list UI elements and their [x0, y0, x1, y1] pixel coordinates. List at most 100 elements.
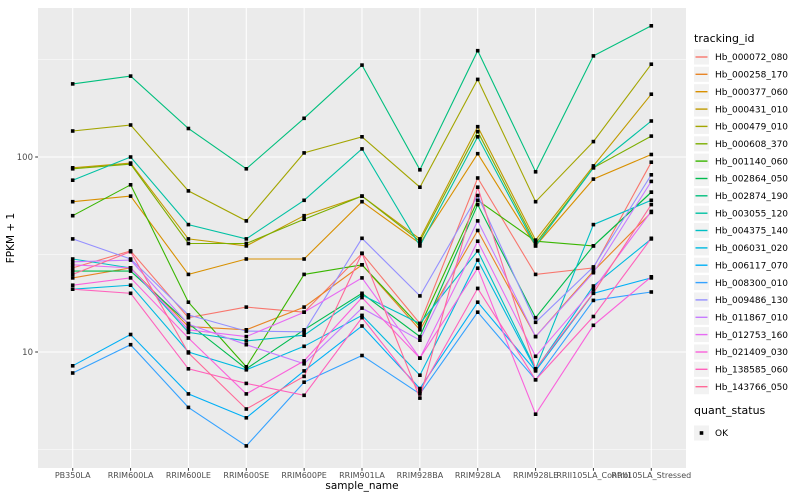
data-point — [475, 258, 480, 262]
legend-item: Hb_006117_070 — [694, 257, 788, 273]
data-point — [302, 369, 306, 373]
y-tick-label-100: 100 — [17, 153, 33, 163]
data-point — [591, 314, 596, 319]
data-point — [475, 249, 480, 253]
data-point-markers — [70, 24, 654, 448]
data-point — [418, 389, 422, 393]
legend-item: Hb_011867_010 — [694, 309, 788, 325]
data-point — [244, 167, 249, 171]
data-point — [475, 151, 480, 156]
data-point — [418, 168, 422, 172]
legend-tracking-items: Hb_000072_080 Hb_000258_170 Hb_000377_060 H… — [694, 49, 788, 395]
data-point — [475, 129, 480, 134]
data-point — [591, 139, 596, 144]
data-point — [70, 269, 75, 273]
data-point — [533, 354, 538, 359]
legend-item: Hb_002874_190 — [694, 188, 788, 204]
data-point — [70, 178, 75, 182]
legend-key-point — [699, 431, 704, 435]
data-point — [418, 334, 422, 339]
data-point — [533, 241, 538, 246]
legend-item-label: Hb_000608_370 — [715, 140, 788, 150]
data-point — [70, 263, 75, 267]
data-point — [244, 381, 249, 386]
data-point — [70, 82, 75, 86]
data-point — [591, 164, 596, 168]
data-point — [475, 48, 480, 53]
legend-item: Hb_004375_140 — [694, 223, 788, 238]
legend-item-label: OK — [715, 429, 729, 439]
legend-item-label: Hb_001140_060 — [715, 157, 788, 167]
data-point — [591, 323, 596, 328]
data-point — [70, 272, 75, 277]
data-point — [70, 371, 75, 375]
x-tick-label: RRIM600LA — [108, 471, 154, 480]
x-axis-title: sample_name — [325, 480, 398, 492]
data-point — [186, 189, 191, 193]
data-point — [475, 228, 480, 233]
data-point — [533, 367, 538, 371]
legend-item-label: Hb_009486_130 — [715, 296, 788, 306]
data-point — [244, 368, 249, 372]
data-point — [360, 147, 364, 151]
data-point — [244, 365, 249, 369]
data-point — [649, 160, 654, 164]
data-point — [302, 310, 306, 314]
data-point — [302, 198, 306, 203]
data-point — [533, 334, 538, 339]
legend-item: Hb_012753_160 — [694, 327, 788, 343]
data-point — [418, 338, 422, 342]
x-tick-label: RRIM928BA — [397, 471, 444, 480]
data-point — [128, 332, 133, 337]
data-point — [591, 265, 596, 269]
data-point — [360, 199, 364, 204]
data-point — [302, 213, 306, 218]
data-point — [70, 167, 75, 171]
data-point — [533, 239, 538, 243]
data-point — [128, 194, 133, 198]
data-point — [360, 276, 364, 280]
data-point — [418, 185, 422, 189]
y-tick-label-10: 10 — [22, 348, 33, 358]
x-tick-label: RRIM928LA — [455, 471, 501, 480]
data-point — [186, 272, 191, 277]
data-point — [649, 152, 654, 157]
data-point — [591, 298, 596, 303]
data-point — [360, 236, 364, 241]
data-point — [533, 272, 538, 277]
legend-title-tracking-id: tracking_id — [694, 32, 755, 45]
legend-item-label: Hb_011867_010 — [715, 313, 788, 323]
data-point — [475, 266, 480, 270]
legend-item-label: Hb_000431_010 — [715, 105, 788, 115]
x-tick-label: PB350LA — [55, 471, 91, 480]
data-point — [533, 170, 538, 174]
data-point — [70, 257, 75, 261]
x-tick-label: RRIM600SE — [223, 471, 269, 480]
data-point — [591, 284, 596, 288]
data-point — [360, 293, 364, 297]
data-point — [244, 237, 249, 241]
data-point — [649, 275, 654, 279]
data-point — [649, 92, 654, 96]
data-point — [475, 300, 480, 304]
data-point — [244, 257, 249, 261]
data-point — [302, 305, 306, 309]
data-point — [186, 392, 191, 396]
data-point — [244, 244, 249, 248]
data-point — [649, 134, 654, 138]
legend-item-label: Hb_021409_030 — [715, 348, 788, 358]
data-point — [418, 294, 422, 298]
legend-item: Hb_138585_060 — [694, 361, 788, 377]
data-point — [591, 54, 596, 58]
data-point — [186, 322, 191, 326]
data-point — [475, 219, 480, 223]
data-point — [186, 324, 191, 329]
legend-item: Hb_003055_120 — [694, 205, 788, 221]
data-point — [649, 173, 654, 177]
data-point — [360, 313, 364, 318]
legend-item-label: Hb_006117_070 — [715, 261, 788, 271]
legend-item-label: Hb_006031_020 — [715, 244, 788, 254]
data-point — [128, 74, 133, 78]
data-point — [418, 392, 422, 396]
